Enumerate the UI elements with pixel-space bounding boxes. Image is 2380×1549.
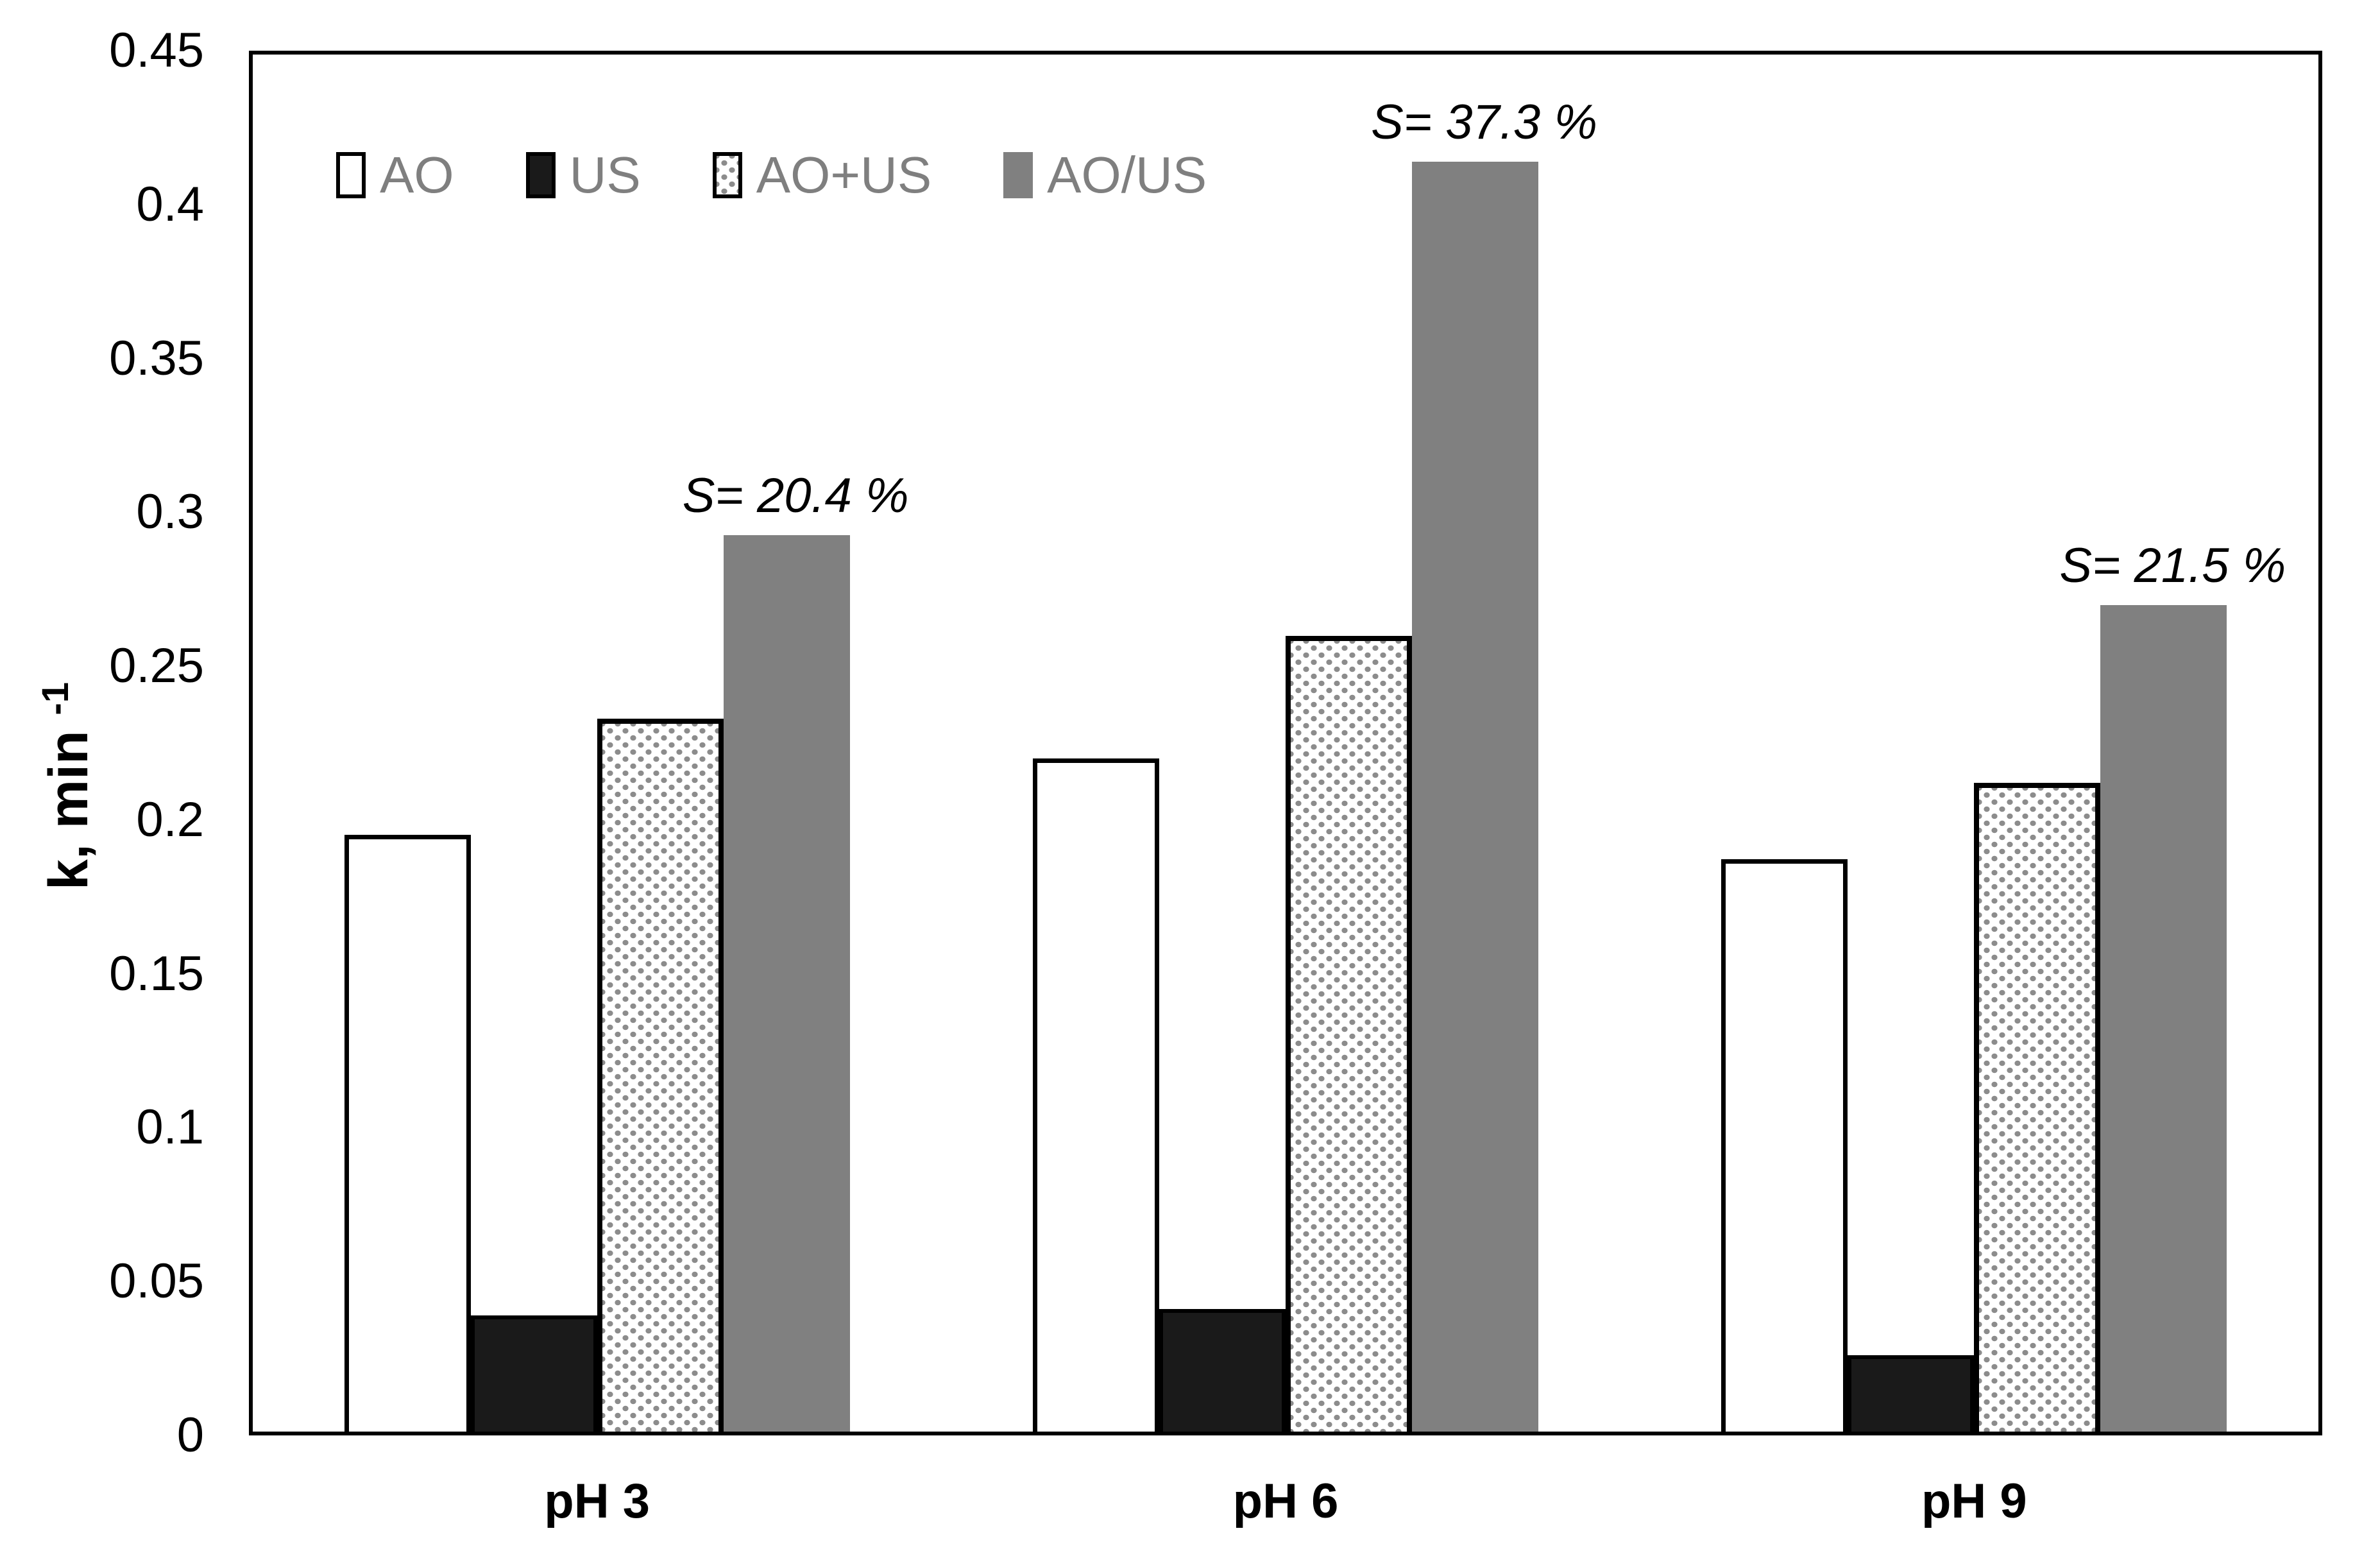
bar-ao-us-ph-3	[597, 718, 724, 1432]
y-tick-label-0-1: 0.1	[136, 1100, 204, 1155]
x-category-label-ph-9: pH 9	[1921, 1474, 2027, 1528]
y-tick-label-0-35: 0.35	[109, 330, 204, 386]
legend-swatch-ao-us	[712, 152, 742, 198]
legend-item-us: US	[525, 146, 641, 203]
synergy-annotation-ph-6: S= 37.3 %	[1371, 94, 1597, 150]
legend-swatch-ao-us	[1003, 152, 1033, 198]
bar-us-ph-9	[1848, 1355, 1975, 1432]
legend-swatch-us	[525, 152, 556, 198]
legend-swatch-ao	[336, 152, 366, 198]
bar-ao-us-ph-3	[723, 535, 850, 1432]
plot-area: S= 20.4 % S= 37.3 % S= 21.5 % AO US AO+US AO/…	[249, 51, 2322, 1435]
bar-ao-us-ph-6	[1286, 636, 1412, 1432]
bar-ao-us-ph-6	[1412, 161, 1538, 1432]
legend-label-ao-us: AO+US	[756, 146, 932, 203]
y-tick-label-0-4: 0.4	[136, 176, 204, 232]
bar-ao-ph-6	[1033, 758, 1159, 1432]
bar-ao-us-ph-9	[2100, 605, 2227, 1432]
x-category-label-ph-6: pH 6	[1232, 1474, 1339, 1528]
bar-ao-ph-9	[1721, 859, 1848, 1432]
legend-item-ao: AO	[336, 150, 454, 201]
legend-label-ao-us: AO/US	[1047, 146, 1207, 203]
legend-item-ao-us: AO/US	[1003, 150, 1207, 201]
synergy-annotation-ph-9: S= 21.5 %	[2059, 538, 2286, 594]
bar-ao-ph-3	[344, 835, 471, 1432]
y-tick-label-0-15: 0.15	[109, 946, 204, 1001]
y-tick-label-0-25: 0.25	[109, 638, 204, 694]
y-tick-label-0-05: 0.05	[109, 1254, 204, 1309]
y-tick-label-0-3: 0.3	[136, 484, 204, 540]
synergy-annotation-ph-3: S= 20.4 %	[682, 468, 909, 523]
legend: AO US AO+US AO/US	[336, 150, 1207, 201]
legend-label-ao: AO	[380, 146, 454, 203]
bar-us-ph-6	[1159, 1309, 1286, 1432]
legend-item-ao-us: AO+US	[712, 146, 932, 203]
legend-label-us: US	[569, 146, 641, 203]
y-tick-label-0-2: 0.2	[136, 792, 204, 847]
bar-us-ph-3	[470, 1315, 597, 1432]
y-tick-label-0-45: 0.45	[109, 23, 204, 78]
bar-ao-us-ph-9	[1974, 783, 2101, 1432]
y-axis-title: k, min -1	[34, 682, 101, 890]
x-category-label-ph-3: pH 3	[544, 1474, 650, 1528]
y-tick-label-0: 0	[176, 1408, 204, 1462]
